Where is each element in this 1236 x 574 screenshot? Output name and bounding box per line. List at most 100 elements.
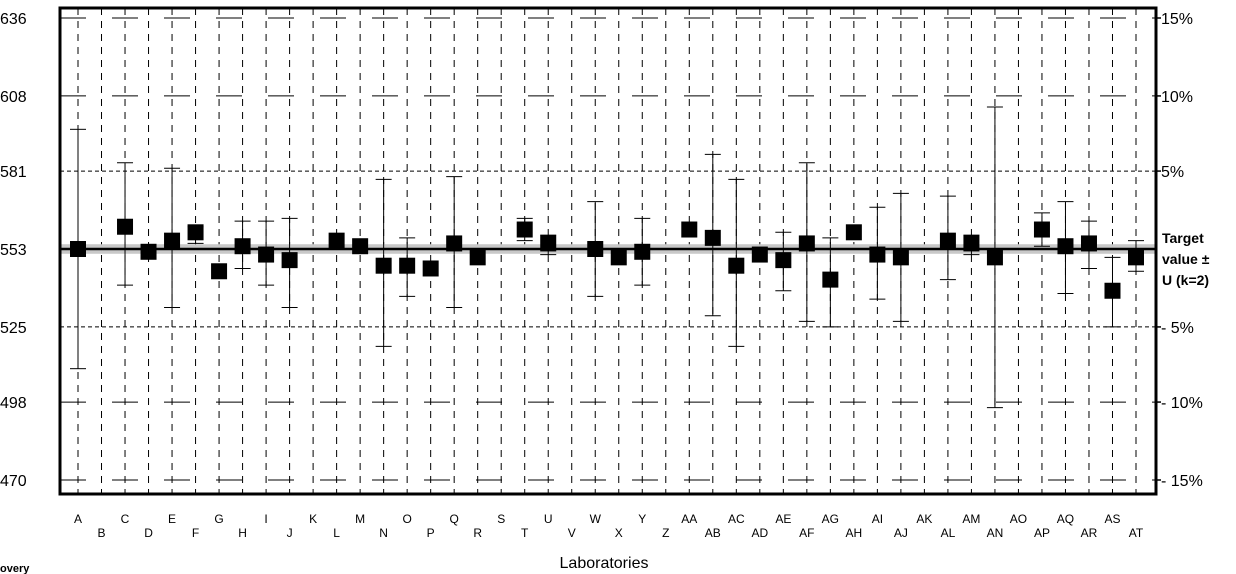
grid-layer xyxy=(60,8,1156,494)
x-tick-label: Z xyxy=(662,526,669,540)
x-tick-label: AC xyxy=(728,512,745,526)
data-point xyxy=(822,271,839,288)
data-point xyxy=(1080,235,1097,252)
data-point xyxy=(446,235,463,252)
x-tick-label: E xyxy=(168,512,176,526)
data-point xyxy=(610,249,627,266)
x-tick-label: F xyxy=(192,526,199,540)
data-point xyxy=(328,232,345,249)
data-point xyxy=(117,218,134,235)
x-tick-label: AD xyxy=(751,526,768,540)
x-tick-label: AA xyxy=(681,512,697,526)
x-tick-label: W xyxy=(590,512,602,526)
y-tick-label: 498 xyxy=(0,395,27,412)
x-tick-label: AO xyxy=(1010,512,1027,526)
data-point xyxy=(681,221,698,238)
x-tick-label: T xyxy=(521,526,529,540)
x-tick-label: X xyxy=(615,526,623,540)
data-point xyxy=(1057,238,1074,255)
data-point xyxy=(211,263,228,280)
x-tick-label: Y xyxy=(638,512,646,526)
target-label-line-2: value ± xyxy=(1162,251,1210,267)
data-point xyxy=(751,246,768,263)
data-point xyxy=(399,257,416,274)
data-point xyxy=(469,249,486,266)
right-tick-label: - 15% xyxy=(1161,473,1203,490)
data-point xyxy=(704,229,721,246)
x-tick-label: AG xyxy=(822,512,839,526)
x-tick-label: AH xyxy=(846,526,863,540)
x-tick-label: J xyxy=(287,526,293,540)
y-tick-label: 636 xyxy=(0,11,27,28)
data-point xyxy=(892,249,909,266)
data-point xyxy=(375,257,392,274)
right-y-axis: 15% 10% 5% - 5% - 10% - 15% xyxy=(1156,11,1203,490)
x-tick-label: AE xyxy=(775,512,791,526)
x-tick-label: AI xyxy=(872,512,883,526)
data-point xyxy=(540,235,557,252)
data-point xyxy=(1104,282,1121,299)
right-tick-label: - 10% xyxy=(1161,395,1203,412)
plot-frame xyxy=(58,6,1158,496)
x-tick-label: G xyxy=(214,512,223,526)
data-point xyxy=(70,241,86,257)
x-tick-label: D xyxy=(144,526,153,540)
right-tick-label: - 5% xyxy=(1161,320,1194,337)
data-point xyxy=(775,252,792,269)
data-point xyxy=(422,260,439,277)
x-tick-label: L xyxy=(333,526,340,540)
data-point xyxy=(1128,249,1144,266)
x-tick-label: N xyxy=(379,526,388,540)
x-tick-label: U xyxy=(544,512,553,526)
data-point xyxy=(234,238,251,255)
x-tick-label: AB xyxy=(705,526,721,540)
data-point xyxy=(963,235,980,252)
x-tick-label: AK xyxy=(916,512,932,526)
x-axis-ticks: ABCDEFGHIJKLMNOPQRSTUVWXYZAAABACADAEAFAG… xyxy=(74,512,1144,540)
y-tick-label: 553 xyxy=(0,242,27,259)
right-tick-label: 15% xyxy=(1161,11,1193,28)
data-point xyxy=(869,246,886,263)
x-tick-label: AN xyxy=(987,526,1004,540)
x-tick-label: S xyxy=(497,512,505,526)
data-point xyxy=(728,257,745,274)
x-tick-label: I xyxy=(264,512,267,526)
point-layer xyxy=(70,218,1144,299)
error-bar-layer xyxy=(70,106,1144,409)
x-tick-label: AL xyxy=(941,526,956,540)
data-point xyxy=(187,224,204,241)
x-tick-label: AM xyxy=(962,512,980,526)
data-point xyxy=(140,243,157,260)
x-tick-label: AS xyxy=(1104,512,1120,526)
data-point xyxy=(164,232,181,249)
data-point xyxy=(634,243,651,260)
x-tick-label: AR xyxy=(1081,526,1098,540)
x-tick-label: AT xyxy=(1129,526,1144,540)
data-point xyxy=(1033,221,1050,238)
data-point xyxy=(258,246,275,263)
right-tick-label: 10% xyxy=(1161,89,1193,106)
target-label-line-3: U (k=2) xyxy=(1162,272,1209,288)
x-tick-label: O xyxy=(402,512,411,526)
data-point xyxy=(939,232,956,249)
x-axis-title: Laboratories xyxy=(560,555,649,572)
x-tick-label: V xyxy=(568,526,576,540)
y-tick-label: 581 xyxy=(0,164,27,181)
x-tick-label: A xyxy=(74,512,82,526)
corner-label: overy xyxy=(0,563,30,574)
x-tick-label: K xyxy=(309,512,317,526)
x-tick-label: R xyxy=(473,526,482,540)
y-tick-label: 608 xyxy=(0,89,27,106)
data-point xyxy=(845,224,862,241)
x-tick-label: H xyxy=(238,526,247,540)
left-y-axis: 470 498 525 553 581 608 636 xyxy=(0,11,27,490)
x-tick-label: C xyxy=(121,512,130,526)
right-tick-label: 5% xyxy=(1161,164,1184,181)
x-tick-label: AP xyxy=(1034,526,1050,540)
x-tick-label: AQ xyxy=(1057,512,1074,526)
data-point xyxy=(516,221,533,238)
x-tick-label: B xyxy=(98,526,106,540)
data-point xyxy=(798,235,815,252)
target-label-line-1: Target xyxy=(1162,230,1204,246)
